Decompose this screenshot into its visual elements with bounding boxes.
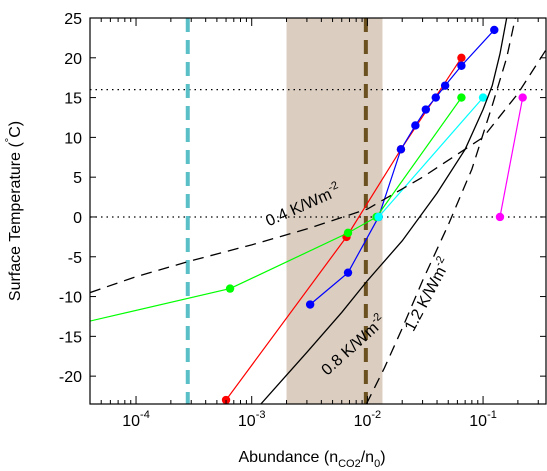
series-point-cyan-3-1 — [478, 93, 488, 102]
y-tick-label-3: -5 — [68, 250, 82, 267]
series-point-blue-1-5 — [421, 105, 431, 114]
y-tick-label-8: 20 — [64, 51, 82, 68]
series-line-black-5 — [260, 18, 508, 404]
slope-annotation-2: 1.2 K/Wm-2 — [399, 254, 454, 334]
series-line-green-2 — [90, 97, 462, 322]
series-line-magenta-4 — [499, 97, 524, 218]
series-point-green-2-2 — [343, 228, 353, 238]
plot-frame — [89, 17, 547, 405]
series-line-black-7 — [365, 18, 516, 404]
series-point-magenta-4-0 — [495, 212, 505, 222]
y-tick-label-4: 0 — [73, 210, 82, 227]
series-point-magenta-4-1 — [518, 93, 527, 102]
series-point-blue-1-0 — [305, 300, 315, 309]
x-tick-label-0: 10-4 — [122, 409, 150, 430]
series-point-red-0-3 — [457, 53, 466, 62]
series-point-blue-1-3 — [396, 145, 406, 154]
y-tick-label-9: 25 — [64, 11, 82, 28]
series-point-cyan-3-0 — [374, 212, 383, 222]
x-axis-title: Abundance (nCO2/n0) — [238, 449, 385, 470]
y-tick-label-0: -20 — [59, 369, 82, 386]
x-tick-label-3: 10-1 — [469, 409, 497, 430]
y-tick-label-7: 15 — [64, 91, 82, 108]
series-point-green-2-1 — [225, 284, 235, 293]
y-axis-title: Surface Temperature (°C) — [4, 121, 24, 301]
series-line-blue-1 — [309, 29, 495, 305]
y-tick-label-1: -15 — [59, 329, 82, 346]
x-tick-label-1: 10-3 — [238, 409, 266, 430]
series-point-blue-1-1 — [343, 268, 353, 277]
series-point-blue-1-9 — [490, 25, 499, 35]
series-point-blue-1-8 — [457, 61, 466, 70]
series-line-black-6 — [90, 49, 546, 294]
series-line-cyan-3 — [378, 97, 484, 218]
series-point-red-0-0 — [221, 395, 231, 404]
series-point-green-2-4 — [457, 93, 466, 102]
y-tick-label-2: -10 — [59, 290, 82, 307]
series-point-blue-1-4 — [411, 121, 420, 130]
y-tick-label-6: 10 — [64, 130, 82, 147]
series-point-green-2-0 — [71, 320, 79, 328]
series-point-blue-1-7 — [440, 81, 450, 90]
series-point-blue-1-6 — [431, 93, 440, 102]
y-tick-label-5: 5 — [73, 170, 82, 187]
x-tick-label-2: 10-2 — [354, 409, 382, 430]
